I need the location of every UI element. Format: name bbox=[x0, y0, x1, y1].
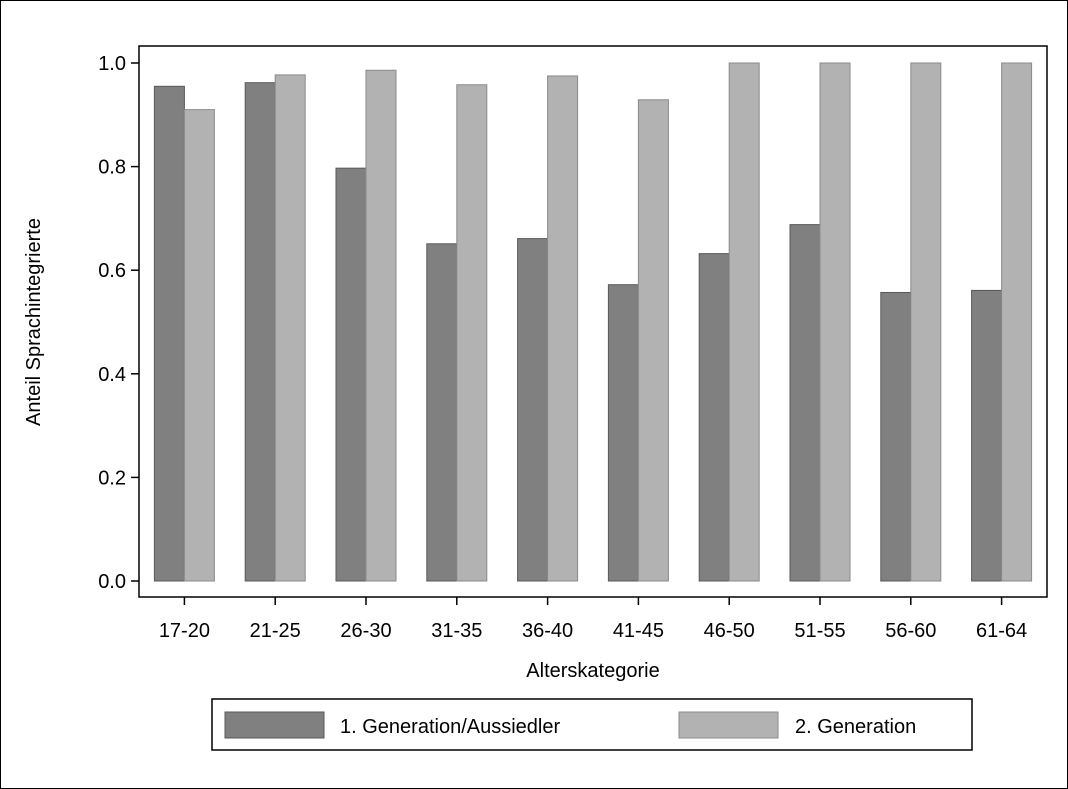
bar-series-1 bbox=[607, 284, 639, 582]
legend-label-series-2: 2. Generation bbox=[795, 716, 916, 738]
bar-series-1 bbox=[244, 82, 276, 582]
x-tick-label: 61-64 bbox=[976, 620, 1027, 642]
legend: 1. Generation/Aussiedler 2. Generation bbox=[211, 698, 973, 751]
x-tick-label: 26-30 bbox=[340, 620, 391, 642]
bar-series-2 bbox=[637, 99, 669, 582]
bar-series-2 bbox=[910, 62, 942, 582]
bar-series-2 bbox=[1001, 62, 1033, 582]
bar-series-1 bbox=[426, 243, 458, 582]
y-axis-label: Anteil Sprachintegrierte bbox=[23, 218, 45, 426]
bar-series-2 bbox=[728, 62, 760, 582]
legend-swatch-series-1 bbox=[224, 711, 325, 739]
plot-area: 0.0 0.2 0.4 0.6 0.8 1.0 17-20 21-25 26-30 31-35 36… bbox=[98, 45, 1048, 642]
x-tick-label: 17-20 bbox=[159, 620, 210, 642]
bar-series-2 bbox=[274, 74, 306, 582]
plot-frame bbox=[138, 45, 1048, 598]
y-tick-label: 0.2 bbox=[98, 467, 126, 489]
bar-series-1 bbox=[789, 224, 821, 582]
bar-series-1 bbox=[335, 167, 367, 582]
x-tick-label: 31-35 bbox=[431, 620, 482, 642]
bar-series-2 bbox=[819, 62, 851, 582]
bar-series-1 bbox=[880, 291, 912, 582]
bar-series-2 bbox=[183, 109, 215, 582]
legend-label-series-1: 1. Generation/Aussiedler bbox=[340, 716, 560, 738]
bar-series-2 bbox=[365, 69, 397, 582]
x-tick-label: 41-45 bbox=[613, 620, 664, 642]
bar-series-1 bbox=[517, 238, 549, 582]
x-tick-label: 46-50 bbox=[704, 620, 755, 642]
legend-box bbox=[211, 698, 973, 751]
bar-series-1 bbox=[698, 253, 730, 582]
bar-series-1 bbox=[153, 85, 185, 582]
bar-series-2 bbox=[547, 75, 579, 582]
y-tick-label: 1.0 bbox=[98, 53, 126, 75]
bar-series-2 bbox=[456, 84, 488, 582]
y-tick-label: 0.4 bbox=[98, 364, 126, 386]
x-axis-label: Alterskategorie bbox=[526, 660, 659, 682]
x-tick-label: 21-25 bbox=[250, 620, 301, 642]
x-tick-label: 56-60 bbox=[885, 620, 936, 642]
legend-swatch-series-2 bbox=[678, 711, 779, 739]
bar-series-1 bbox=[971, 289, 1003, 582]
y-tick-label: 0.0 bbox=[98, 571, 126, 593]
x-tick-label: 51-55 bbox=[794, 620, 845, 642]
y-tick-label: 0.8 bbox=[98, 157, 126, 179]
y-tick-label: 0.6 bbox=[98, 260, 126, 282]
x-tick-label: 36-40 bbox=[522, 620, 573, 642]
